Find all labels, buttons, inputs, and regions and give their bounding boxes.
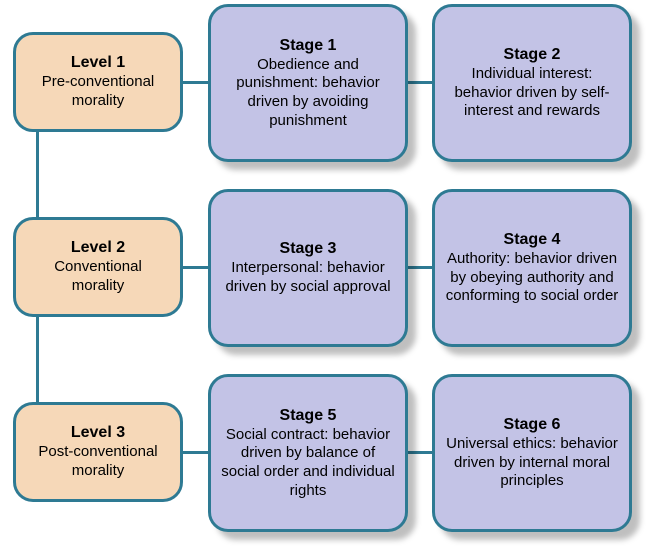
connector-level3-stage5 bbox=[183, 451, 208, 454]
connector-level2-level3 bbox=[36, 317, 39, 402]
level1-node: Level 1 Pre-conventional morality bbox=[13, 32, 183, 132]
stage5-body: Social contract: behavior driven by bala… bbox=[221, 426, 395, 501]
stage4-title: Stage 4 bbox=[504, 230, 561, 250]
connector-level2-stage3 bbox=[183, 266, 208, 269]
stage2-body: Individual interest: behavior driven by … bbox=[445, 65, 619, 121]
connector-level1-stage1 bbox=[183, 81, 208, 84]
level3-node: Level 3 Post-conventional morality bbox=[13, 402, 183, 502]
stage1-body: Obedience and punishment: behavior drive… bbox=[221, 56, 395, 131]
level3-title: Level 3 bbox=[71, 423, 125, 443]
level1-subtitle: Pre-conventional morality bbox=[26, 73, 170, 111]
level1-title: Level 1 bbox=[71, 53, 125, 73]
kohlberg-moral-development-diagram: Stage 1 Obedience and punishment: behavi… bbox=[0, 0, 649, 557]
stage3-body: Interpersonal: behavior driven by social… bbox=[221, 259, 395, 297]
stage6-title: Stage 6 bbox=[504, 415, 561, 435]
stage3-node: Stage 3 Interpersonal: behavior driven b… bbox=[208, 189, 408, 347]
stage1-node: Stage 1 Obedience and punishment: behavi… bbox=[208, 4, 408, 162]
connector-level1-level2 bbox=[36, 132, 39, 217]
stage2-title: Stage 2 bbox=[504, 45, 561, 65]
stage5-node: Stage 5 Social contract: behavior driven… bbox=[208, 374, 408, 532]
stage6-node: Stage 6 Universal ethics: behavior drive… bbox=[432, 374, 632, 532]
level3-subtitle: Post-conventional morality bbox=[26, 443, 170, 481]
stage3-title: Stage 3 bbox=[280, 239, 337, 259]
level2-subtitle: Conventional morality bbox=[26, 258, 170, 296]
stage1-title: Stage 1 bbox=[280, 36, 337, 56]
stage4-node: Stage 4 Authority: behavior driven by ob… bbox=[432, 189, 632, 347]
stage4-body: Authority: behavior driven by obeying au… bbox=[445, 250, 619, 306]
level2-title: Level 2 bbox=[71, 238, 125, 258]
level2-node: Level 2 Conventional morality bbox=[13, 217, 183, 317]
stage6-body: Universal ethics: behavior driven by int… bbox=[445, 435, 619, 491]
stage5-title: Stage 5 bbox=[280, 406, 337, 426]
stage2-node: Stage 2 Individual interest: behavior dr… bbox=[432, 4, 632, 162]
